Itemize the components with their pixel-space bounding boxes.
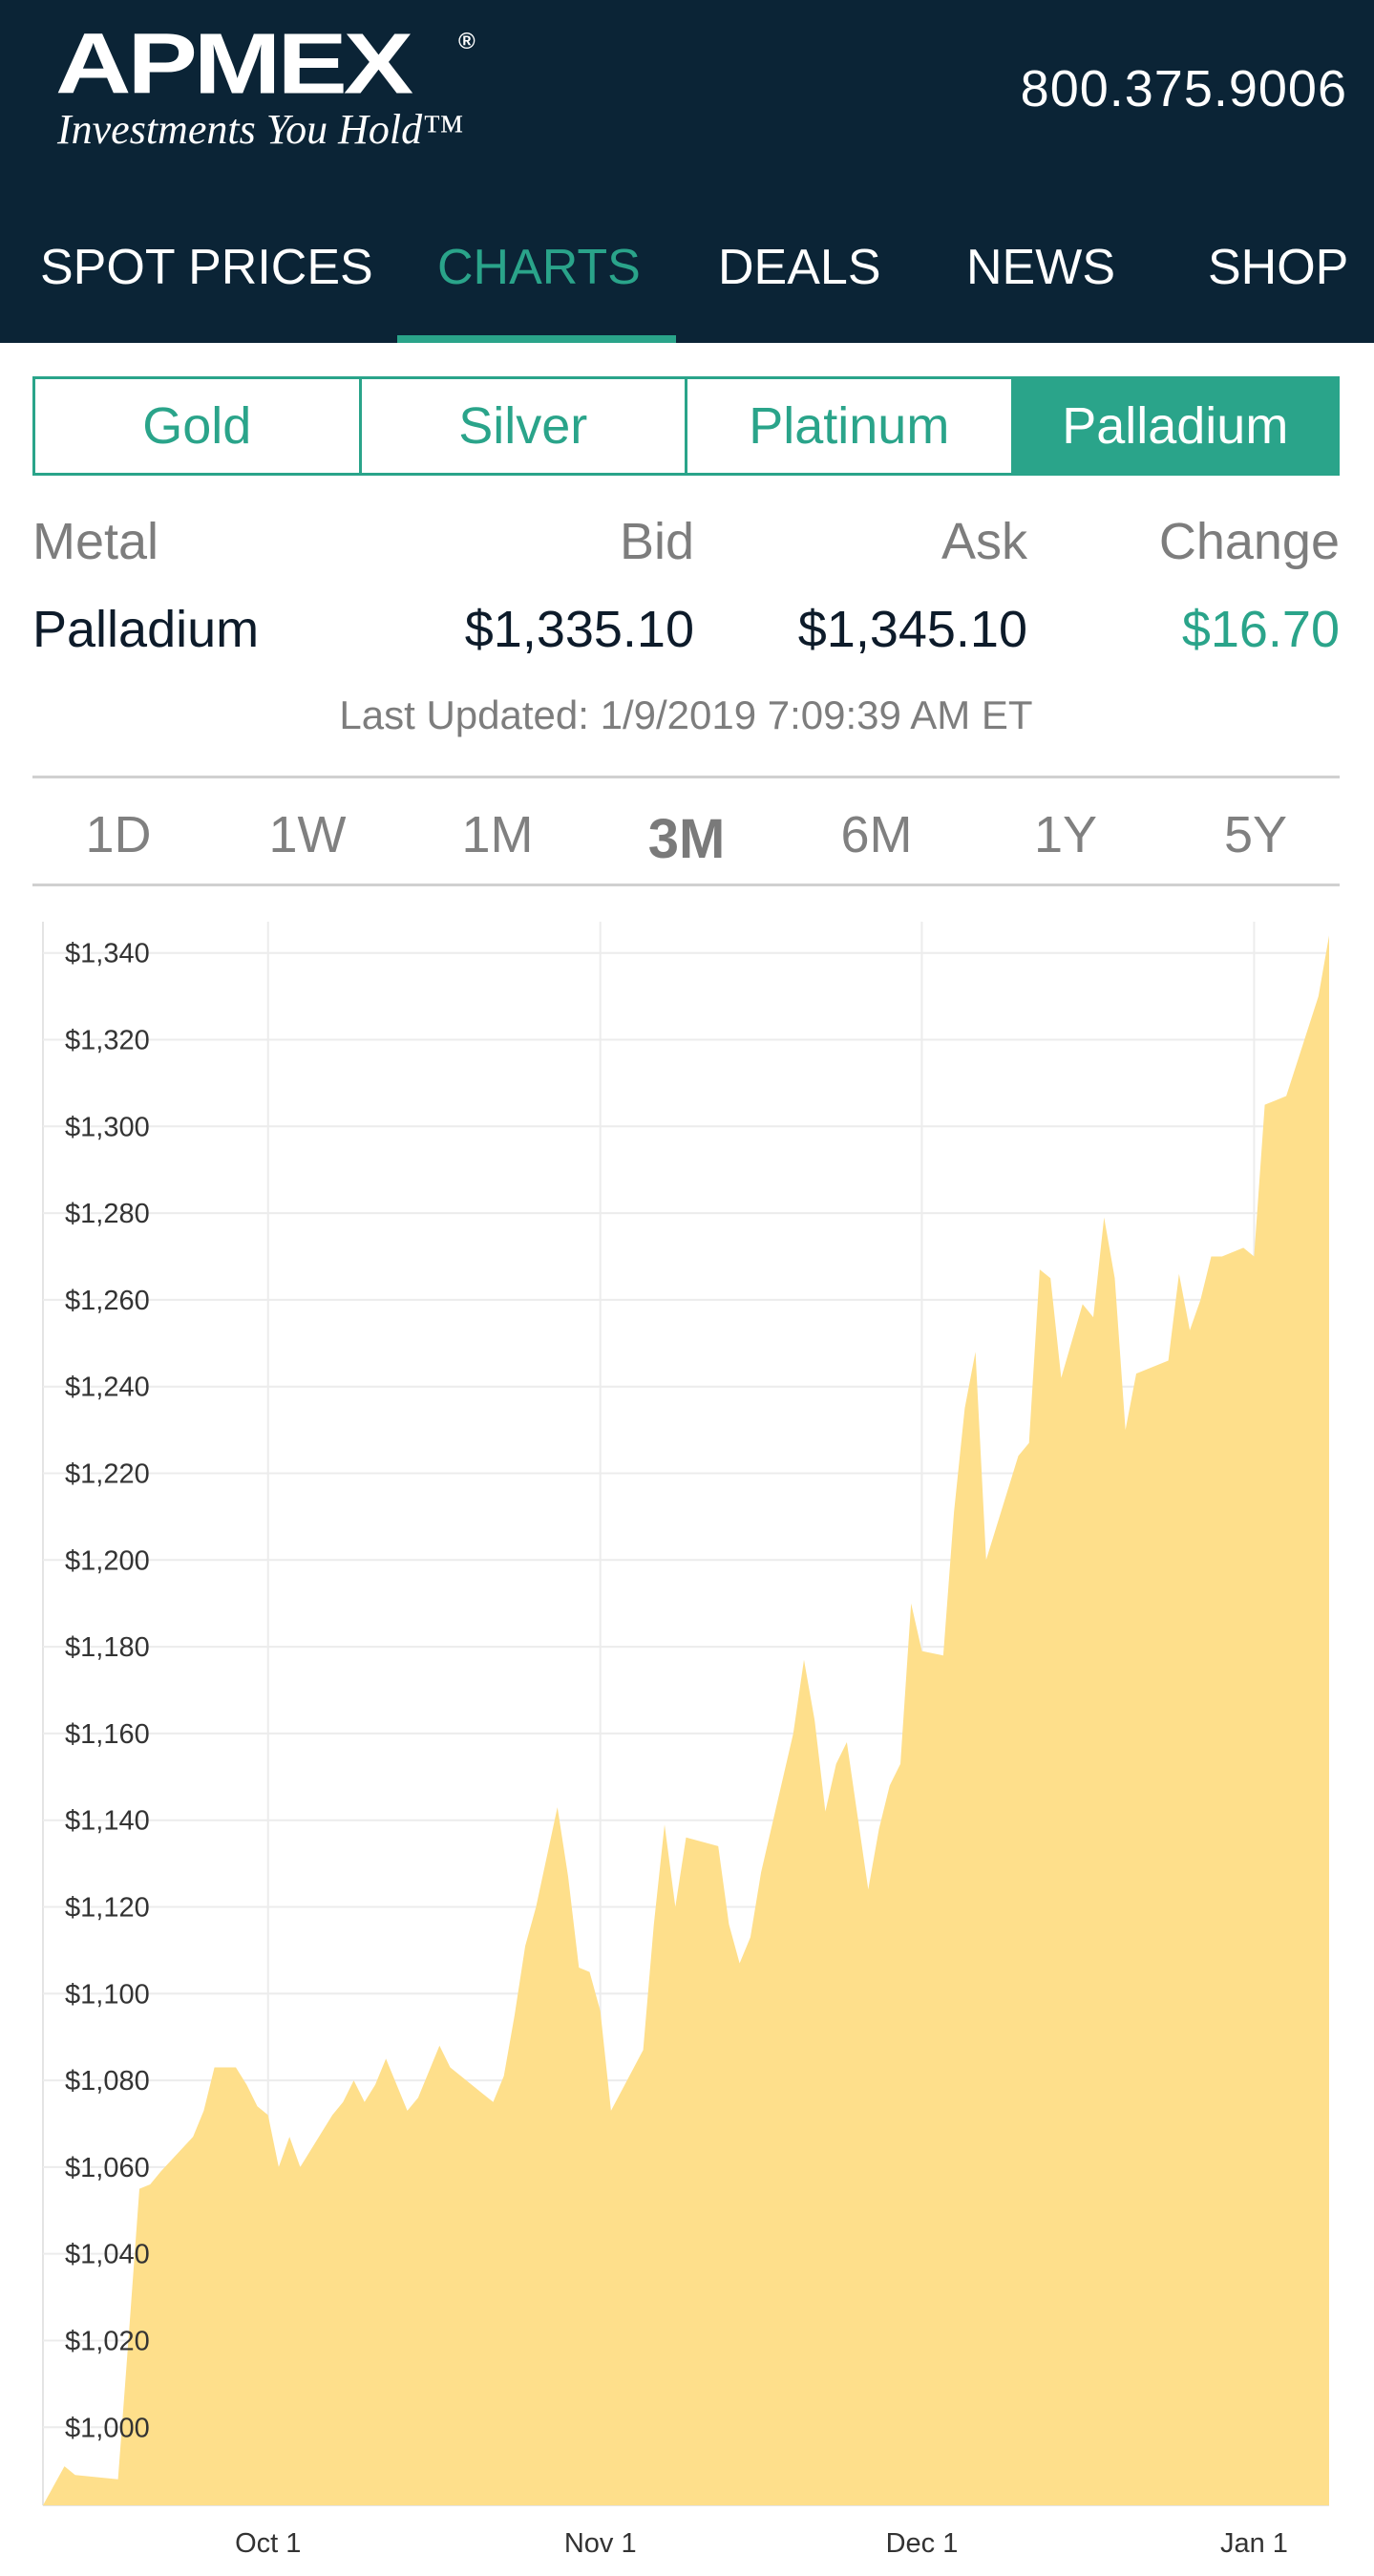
price-table-header: Metal Bid Ask Change xyxy=(32,512,1340,579)
bid-price: $1,335.10 xyxy=(464,601,694,658)
x-tick-label: Jan 1 xyxy=(1220,2528,1288,2559)
header-ask: Ask xyxy=(941,513,1027,570)
y-tick-label: $1,180 xyxy=(65,1632,150,1663)
price-area-series xyxy=(43,935,1329,2505)
registered-mark: ® xyxy=(458,29,476,54)
y-tick-label: $1,020 xyxy=(65,2326,150,2356)
range-1m[interactable]: 1M xyxy=(461,806,534,863)
y-tick-label: $1,320 xyxy=(65,1025,150,1055)
logo-wordmark: APMEX xyxy=(55,15,413,113)
range-6m[interactable]: 6M xyxy=(840,806,913,863)
price-table-row: Palladium $1,335.10 $1,345.10 $16.70 xyxy=(32,600,1340,667)
y-tick-label: $1,060 xyxy=(65,2153,150,2183)
header-change: Change xyxy=(1158,513,1340,570)
y-tick-label: $1,100 xyxy=(65,1979,150,2010)
range-5y[interactable]: 5Y xyxy=(1223,806,1288,863)
price-change: $16.70 xyxy=(1181,601,1340,658)
nav-active-indicator xyxy=(397,335,676,343)
y-tick-label: $1,260 xyxy=(65,1286,150,1316)
tab-platinum[interactable]: Platinum xyxy=(687,379,1014,473)
apmex-logo[interactable]: APMEX ® Investments You Hold™ xyxy=(55,21,495,164)
time-range-selector: 1D 1W 1M 3M 6M 1Y 5Y xyxy=(32,776,1340,886)
range-3m[interactable]: 3M xyxy=(647,808,726,870)
y-tick-label: $1,040 xyxy=(65,2240,150,2270)
metal-selector: Gold Silver Platinum Palladium xyxy=(32,376,1340,476)
range-1y[interactable]: 1Y xyxy=(1033,806,1098,863)
y-axis-labels: $1,000 $1,020 $1,040 $1,060 $1,080 $1,100 $1,1… xyxy=(65,939,150,2444)
last-updated: Last Updated: 1/9/2019 7:09:39 AM ET xyxy=(339,692,1033,737)
app-header: APMEX ® Investments You Hold™ 800.375.90… xyxy=(0,0,1374,343)
x-axis-labels: Oct 1 Nov 1 Dec 1 Jan 1 xyxy=(235,2528,1288,2559)
nav-shop[interactable]: SHOP xyxy=(1208,240,1349,295)
y-tick-label: $1,240 xyxy=(65,1373,150,1403)
price-chart[interactable]: $1,000 $1,020 $1,040 $1,060 $1,080 $1,100 $1,1… xyxy=(0,917,1374,2571)
header-bid: Bid xyxy=(619,513,694,570)
y-tick-label: $1,000 xyxy=(65,2413,150,2443)
y-tick-label: $1,120 xyxy=(65,1892,150,1923)
metal-name: Palladium xyxy=(32,601,260,658)
y-tick-label: $1,280 xyxy=(65,1199,150,1229)
x-tick-label: Dec 1 xyxy=(886,2528,959,2559)
nav-news[interactable]: NEWS xyxy=(966,240,1115,295)
range-1w[interactable]: 1W xyxy=(268,806,347,863)
y-tick-label: $1,300 xyxy=(65,1112,150,1142)
x-tick-label: Oct 1 xyxy=(235,2528,301,2559)
y-tick-label: $1,220 xyxy=(65,1458,150,1489)
logo-tagline: Investments You Hold™ xyxy=(57,106,464,153)
y-tick-label: $1,340 xyxy=(65,939,150,969)
ask-price: $1,345.10 xyxy=(797,601,1027,658)
nav-spot-prices[interactable]: SPOT PRICES xyxy=(40,240,373,295)
price-chart-svg: $1,000 $1,020 $1,040 $1,060 $1,080 $1,100 $1,1… xyxy=(42,922,1329,2559)
tab-silver[interactable]: Silver xyxy=(362,379,687,473)
nav-deals[interactable]: DEALS xyxy=(718,240,881,295)
y-tick-label: $1,200 xyxy=(65,1545,150,1576)
y-tick-label: $1,160 xyxy=(65,1719,150,1750)
tab-gold[interactable]: Gold xyxy=(35,379,362,473)
chart-area-layer xyxy=(43,935,1329,2505)
phone-number-link[interactable]: 800.375.9006 xyxy=(1020,60,1347,117)
tab-palladium[interactable]: Palladium xyxy=(1013,379,1337,473)
nav-charts[interactable]: CHARTS xyxy=(437,240,641,295)
x-tick-label: Nov 1 xyxy=(564,2528,637,2559)
range-1d[interactable]: 1D xyxy=(85,806,152,863)
y-tick-label: $1,140 xyxy=(65,1806,150,1837)
y-tick-label: $1,080 xyxy=(65,2066,150,2097)
header-metal: Metal xyxy=(32,513,159,570)
main-nav: SPOT PRICES CHARTS DEALS NEWS SHOP xyxy=(0,210,1374,343)
